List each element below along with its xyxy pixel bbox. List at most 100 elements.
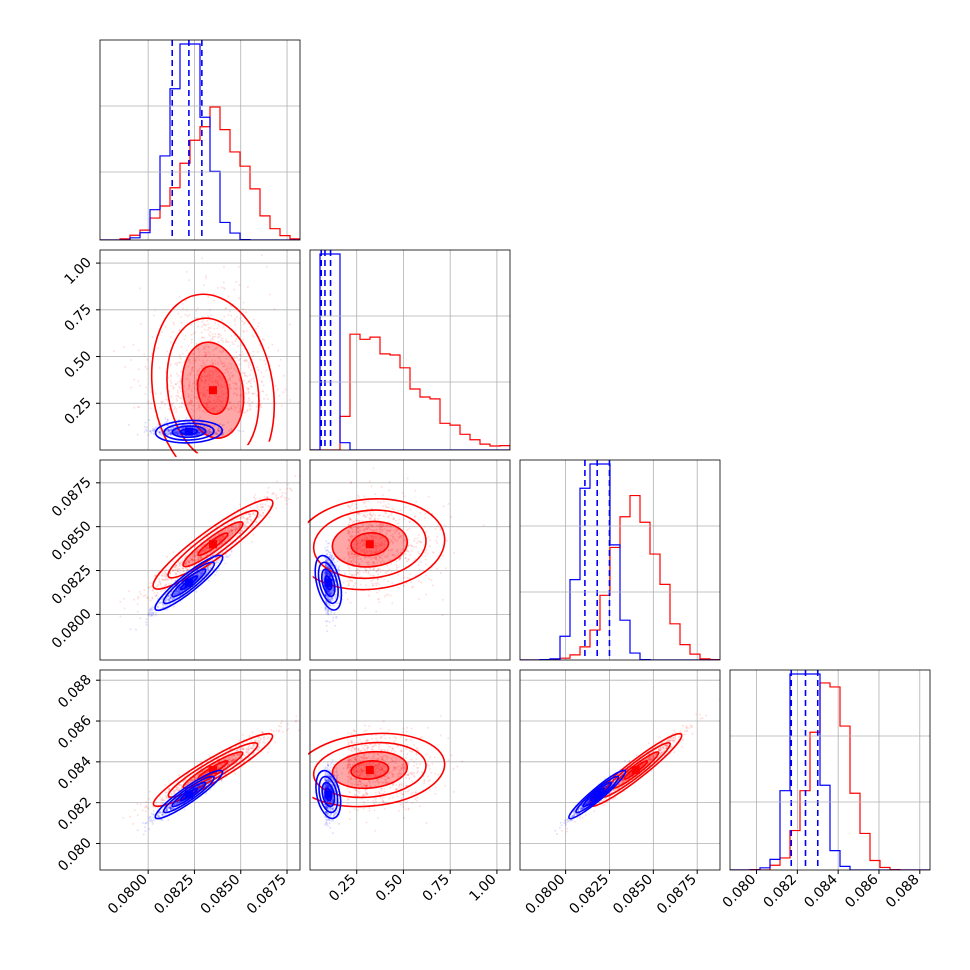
sample-point: [225, 340, 227, 343]
sample-point: [145, 623, 148, 626]
sample-point: [184, 299, 187, 302]
sample-point: [247, 388, 250, 391]
sample-point: [158, 431, 161, 433]
sample-point: [200, 570, 203, 573]
sample-point: [216, 538, 219, 541]
sample-point: [351, 536, 354, 538]
sample-point: [230, 367, 232, 370]
sample-point: [176, 381, 179, 384]
sample-point: [232, 374, 235, 377]
sample-point: [237, 429, 240, 432]
sample-point: [354, 519, 357, 522]
sample-point: [379, 570, 382, 573]
sample-point: [147, 613, 150, 615]
sample-point: [348, 570, 351, 573]
sample-point: [217, 428, 220, 431]
sample-point: [176, 389, 179, 392]
sample-point: [373, 536, 376, 539]
sample-point: [190, 397, 193, 400]
sample-point: [244, 524, 247, 527]
sample-point: [244, 372, 247, 375]
sample-point: [441, 598, 444, 601]
sample-point: [223, 288, 226, 290]
sample-point: [238, 363, 241, 366]
sample-point: [401, 492, 404, 494]
sample-point: [169, 363, 172, 366]
sample-point: [158, 601, 160, 604]
sample-point: [353, 560, 356, 563]
sample-point: [181, 307, 184, 310]
sample-point: [378, 538, 381, 541]
sample-point: [230, 531, 233, 534]
sample-point: [217, 539, 220, 542]
sample-point: [237, 523, 240, 526]
sample-point: [182, 430, 185, 433]
sample-point: [165, 429, 168, 432]
sample-point: [347, 530, 349, 532]
sample-point: [199, 574, 201, 577]
sample-point: [174, 429, 177, 432]
sample-point: [385, 525, 388, 528]
sample-point: [199, 424, 202, 427]
sample-point: [355, 503, 358, 506]
sample-point: [207, 328, 209, 331]
sample-point: [222, 392, 225, 395]
sample-point: [218, 247, 220, 249]
sample-point: [384, 555, 386, 558]
sample-point: [377, 567, 379, 570]
sample-point: [367, 572, 370, 575]
sample-point: [221, 362, 224, 365]
sample-point: [372, 513, 375, 516]
sample-point: [219, 377, 222, 380]
sample-point: [169, 432, 172, 435]
sample-point: [215, 432, 218, 435]
sample-point: [425, 574, 428, 577]
sample-point: [154, 575, 157, 578]
sample-point: [214, 431, 217, 434]
sample-point: [215, 346, 218, 349]
sample-point: [363, 541, 366, 544]
sample-point: [350, 526, 353, 529]
sample-point: [175, 431, 178, 434]
sample-point: [241, 320, 244, 323]
sample-point: [231, 375, 234, 378]
sample-point: [365, 515, 368, 518]
sample-point: [180, 405, 183, 408]
sample-point: [219, 536, 222, 539]
sample-point: [262, 375, 265, 378]
sample-point: [213, 327, 216, 330]
sample-point: [172, 569, 175, 572]
sample-point: [201, 410, 204, 412]
hist-#ff0000: [310, 333, 510, 450]
sample-point: [431, 551, 434, 554]
sample-point: [442, 505, 445, 508]
sample-point: [197, 348, 200, 351]
sample-point: [188, 384, 191, 387]
sample-point: [199, 572, 202, 575]
sample-point: [155, 585, 158, 588]
sample-point: [231, 374, 234, 377]
sample-point: [209, 428, 212, 431]
sample-point: [204, 354, 207, 357]
sample-point: [192, 359, 195, 362]
sample-point: [151, 336, 154, 339]
sample-point: [164, 403, 166, 406]
sample-point: [384, 538, 387, 541]
sample-point: [219, 539, 222, 542]
sample-point: [167, 433, 170, 436]
sample-point: [194, 559, 197, 562]
sample-point: [211, 332, 214, 335]
sample-point: [191, 366, 194, 369]
sample-point: [391, 535, 394, 538]
sample-point: [196, 369, 199, 372]
sample-point: [258, 343, 261, 346]
sample-point: [239, 405, 242, 407]
sample-point: [197, 431, 200, 434]
sample-point: [347, 538, 350, 541]
sample-point: [238, 523, 241, 526]
sample-point: [166, 578, 169, 580]
sample-point: [235, 337, 238, 340]
sample-point: [450, 515, 453, 518]
sample-point: [376, 582, 378, 585]
